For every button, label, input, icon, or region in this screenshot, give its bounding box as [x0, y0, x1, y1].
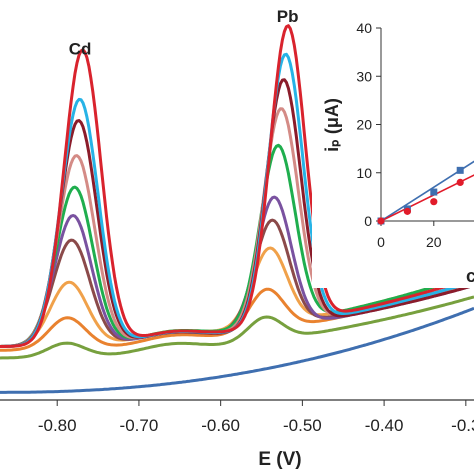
- x-tick-label: -0.40: [365, 416, 404, 435]
- inset-fit-line: [380, 174, 474, 222]
- inset-point: [456, 178, 464, 186]
- voltammogram-curve: [0, 295, 474, 360]
- inset-fit-lines: [380, 160, 474, 222]
- inset-x-tick-label: 20: [426, 234, 442, 250]
- inset-point: [377, 217, 385, 225]
- inset-y-tick-label: 40: [356, 20, 372, 36]
- peak-label-cd: Cd: [69, 39, 92, 58]
- x-tick-label: -0.60: [201, 416, 240, 435]
- peak-label-pb: Pb: [277, 7, 299, 26]
- inset-x-tick-label: 0: [377, 234, 385, 250]
- voltammogram-curve: [0, 24, 474, 348]
- inset-fit-line: [380, 160, 474, 222]
- voltammogram-curve: [0, 143, 474, 348]
- inset-point: [403, 207, 411, 215]
- main-x-ticks: -0.80 -0.70 -0.60 -0.50 -0.40 -0.3: [38, 400, 474, 435]
- inset-point: [456, 166, 464, 174]
- x-tick-label: -0.50: [283, 416, 322, 435]
- voltammogram-curve: [0, 306, 474, 394]
- inset-y-axis-title: iₚ (μA): [322, 98, 342, 152]
- inset-point: [430, 198, 438, 206]
- inset-points: [377, 166, 464, 225]
- x-tick-label: -0.70: [120, 416, 159, 435]
- inset-y-tick-label: 10: [356, 165, 372, 181]
- inset-point: [430, 188, 438, 196]
- calibration-inset: 01020304002040 iₚ (μA) c: [312, 0, 474, 288]
- inset-y-tick-label: 0: [364, 213, 372, 229]
- main-curves-layer: [0, 24, 474, 394]
- inset-ticks: 01020304002040: [356, 20, 442, 250]
- inset-y-tick-label: 20: [356, 117, 372, 133]
- x-axis-title: E (V): [258, 449, 301, 470]
- inset-x-axis-title: c: [466, 266, 474, 286]
- inset-y-tick-label: 30: [356, 68, 372, 84]
- x-tick-label: -0.80: [38, 416, 77, 435]
- x-tick-label: -0.3: [451, 416, 474, 435]
- inset-background: [312, 0, 474, 288]
